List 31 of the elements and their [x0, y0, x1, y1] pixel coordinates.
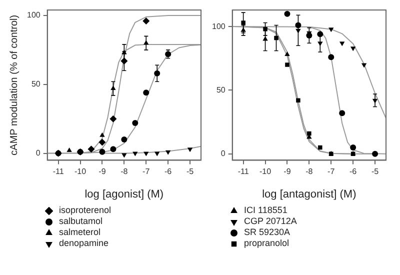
- x-tick-label: -10: [74, 167, 87, 176]
- y-tick-label: 100: [212, 22, 226, 31]
- y-axis-title: cAMP modulation (% of control): [8, 14, 20, 156]
- legend-label: salbutamol: [59, 216, 103, 226]
- x-tick-label: -7: [142, 167, 150, 176]
- x-tick-label: -9: [284, 167, 292, 176]
- legend-label: SR 59230A: [244, 227, 290, 237]
- legend-label: ICI 118551: [244, 205, 288, 215]
- x-tick-label: -11: [52, 167, 64, 176]
- y-tick-label: 50: [31, 80, 41, 89]
- x-axis-title: log [antagonist] (M): [262, 188, 356, 200]
- y-tick-label: 0: [220, 149, 226, 158]
- y-tick-label: 0: [36, 148, 41, 158]
- legend-label: salmeterol: [59, 227, 101, 237]
- legend-label: isoproterenol: [59, 205, 112, 215]
- x-tick-label: -8: [306, 167, 314, 176]
- x-tick-label: -6: [164, 167, 172, 176]
- x-tick-label: -8: [120, 167, 128, 176]
- x-tick-label: -7: [328, 167, 336, 176]
- legend-label: denopamine: [59, 238, 109, 248]
- y-tick-label: 100: [26, 10, 41, 20]
- x-tick-label: -5: [186, 167, 194, 176]
- x-tick-label: -11: [238, 167, 250, 176]
- y-tick-label: 50: [216, 85, 226, 94]
- x-tick-label: -5: [371, 167, 380, 176]
- x-tick-label: -6: [350, 167, 358, 176]
- x-tick-label: -10: [259, 167, 272, 176]
- legend-label: CGP 20712A: [244, 216, 297, 226]
- x-tick-label: -9: [98, 167, 106, 176]
- x-axis-title: log [agonist] (M): [84, 188, 164, 200]
- legend-label: propranolol: [244, 238, 290, 248]
